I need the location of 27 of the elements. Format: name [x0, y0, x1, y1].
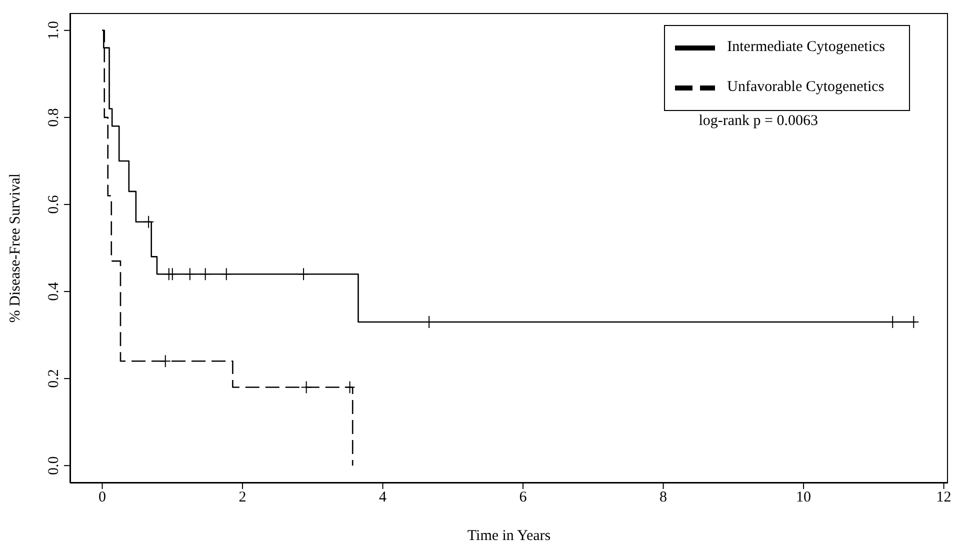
y-tick-label: 0.8 [46, 108, 62, 127]
point [220, 268, 232, 281]
legend-label: Unfavorable Cytogenetics [727, 79, 884, 96]
annotation: log-rank p = 0.0063 [698, 113, 818, 130]
x-axis-title: Time in Years [467, 528, 551, 544]
point [184, 268, 196, 281]
x-tick-label: 0 [98, 490, 106, 506]
x-tick-label: 12 [936, 490, 952, 506]
point [344, 380, 356, 394]
x-tick-label: 4 [379, 490, 388, 506]
x-tick-label: 8 [660, 490, 668, 506]
y-axis-title: % Disease-Free Survival [7, 173, 24, 323]
point [200, 268, 211, 281]
y-tick-label: 0.2 [46, 369, 62, 388]
point [143, 215, 154, 228]
y-tick-label: 1.0 [46, 21, 62, 40]
point [166, 268, 178, 281]
y-tick-label: 0.0 [46, 456, 62, 475]
x-tick-label: 6 [519, 490, 528, 506]
y-tick-label: 0.4 [46, 282, 62, 301]
x-tick-label: 10 [796, 490, 812, 506]
point [298, 268, 310, 281]
x-tick-label: 2 [238, 490, 246, 506]
point [300, 380, 312, 394]
legend-label: Intermediate Cytogenetics [727, 39, 885, 56]
y-tick-label: 0.6 [46, 194, 62, 214]
point [160, 354, 171, 368]
